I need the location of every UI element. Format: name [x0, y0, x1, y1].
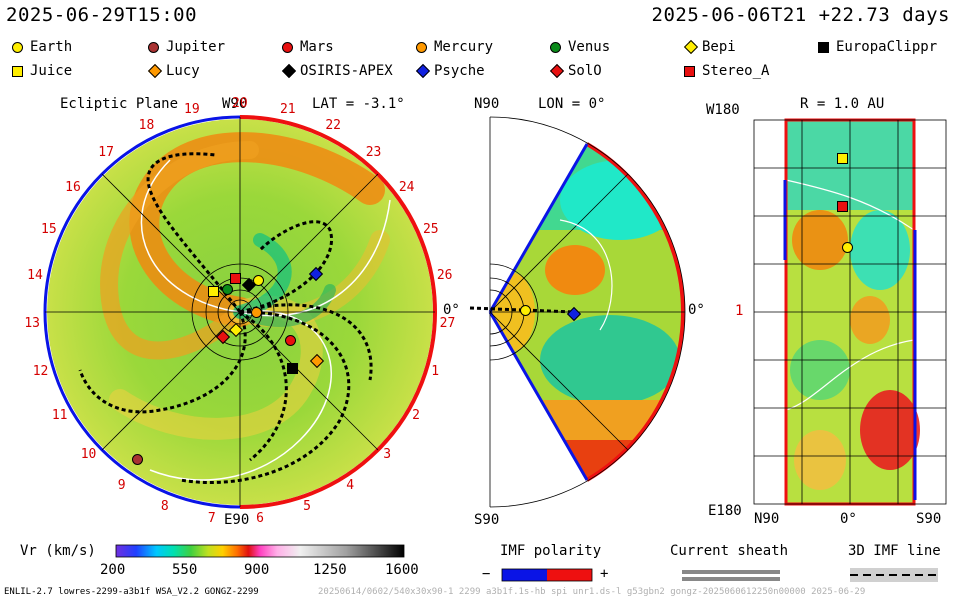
meridional-top-label: N90 [474, 96, 500, 112]
current-sheath-label: Current sheath [670, 543, 789, 559]
map-left-mid-label: 1 [735, 303, 744, 319]
legend-circle-icon [12, 42, 23, 53]
map-top-left-label: W180 [706, 102, 740, 118]
rotation-number: 23 [365, 144, 382, 160]
mercury-marker [251, 307, 262, 318]
rotation-number: 15 [41, 221, 57, 237]
legend-label: OSIRIS-APEX [300, 63, 393, 79]
legend-square-icon [12, 66, 23, 77]
model-time: 2025-06-29T15:00 [6, 4, 198, 26]
stereo-a-marker [230, 273, 241, 284]
rotation-number: 26 [436, 267, 453, 283]
map-stereo-a-marker [837, 201, 848, 212]
legend-label: EuropaClippr [836, 39, 938, 55]
legend-square-icon [818, 42, 829, 53]
rotation-number: 12 [32, 363, 49, 379]
imf-plus-sign: + [600, 566, 609, 582]
rotation-number: 11 [51, 408, 68, 423]
map-juice-marker [837, 153, 848, 164]
colorbar-label: Vr (km/s) [20, 543, 96, 559]
colorbar-tick-200: 200 [100, 562, 126, 578]
map-x-label-zero: 0° [840, 511, 857, 527]
rotation-number: 9 [117, 477, 126, 493]
ecliptic-top-label: W90 [222, 96, 248, 112]
rotation-number: 16 [65, 179, 81, 195]
rotation-number: 3 [383, 446, 392, 462]
imf-negative-swatch [502, 569, 547, 581]
footer-run-info: ENLIL-2.7 lowres-2299-a3b1f WSA_V2.2 GON… [4, 587, 259, 597]
rotation-number: 10 [80, 446, 97, 462]
rotation-number: 5 [303, 499, 311, 515]
imf-polarity-label: IMF polarity [500, 543, 602, 559]
meridional-earth-marker [520, 305, 531, 316]
legend-circle-icon [282, 42, 293, 53]
meridional-right-label: 0° [688, 302, 705, 318]
map-x-label-n90: N90 [754, 511, 780, 527]
velocity-colorbar [115, 544, 405, 558]
rotation-number: 4 [346, 477, 355, 493]
map-earth-marker [842, 242, 853, 253]
colorbar-tick-1600: 1600 [385, 562, 419, 578]
rotation-number: 24 [398, 179, 415, 195]
legend-label: Venus [568, 39, 611, 55]
legend-square-icon [684, 66, 695, 77]
colorbar-tick-1250: 1250 [313, 562, 347, 578]
earth-marker [253, 275, 264, 286]
rotation-number: 1 [431, 363, 440, 379]
legend-label: Earth [30, 39, 73, 55]
map-title: R = 1.0 AU [800, 96, 885, 112]
ecliptic-right-label: 0° [443, 302, 460, 318]
legend-label: Mars [300, 39, 334, 55]
rotation-number: 8 [160, 499, 169, 515]
footer-run-id: 20250614/0602/540x30x90-1 2299 a3b1f.1s-… [318, 587, 866, 597]
legend-label: Juice [30, 63, 73, 79]
rotation-number: 21 [279, 101, 296, 117]
ecliptic-bottom-label: E90 [224, 512, 250, 528]
legend-circle-icon [550, 42, 561, 53]
rotation-number: 17 [98, 144, 114, 160]
jupiter-marker [132, 454, 143, 465]
venus-marker [222, 284, 233, 295]
map-x-label-s90: S90 [916, 511, 942, 527]
mars-marker [285, 335, 296, 346]
legend-label: SolO [568, 63, 602, 79]
rotation-number: 18 [138, 118, 155, 134]
legend-label: Stereo_A [702, 63, 770, 79]
imf-positive-swatch [547, 569, 592, 581]
legend-label: Jupiter [166, 39, 226, 55]
rotation-number: 13 [24, 316, 40, 332]
imf-line-label: 3D IMF line [848, 543, 941, 559]
rotation-number: 7 [207, 510, 216, 526]
rotation-number: 14 [27, 267, 43, 283]
europa-clipper-marker [287, 363, 298, 374]
legend-circle-icon [148, 42, 159, 53]
ecliptic-lat-label: LAT = -3.1° [312, 96, 405, 112]
ecliptic-title: Ecliptic Plane [60, 96, 179, 112]
run-time: 2025-06-06T21 +22.73 days [651, 4, 950, 26]
legend-label: Psyche [434, 63, 485, 79]
colorbar-tick-900: 900 [244, 562, 270, 578]
rotation-number: 20 [232, 96, 248, 111]
imf-minus-sign: − [482, 566, 491, 582]
rotation-number: 22 [325, 118, 341, 134]
rotation-number: 27 [439, 316, 456, 332]
legend-label: Bepi [702, 39, 736, 55]
rotation-number: 25 [422, 221, 439, 237]
legend-label: Mercury [434, 39, 494, 55]
juice-marker [208, 286, 219, 297]
legend-label: Lucy [166, 63, 200, 79]
colorbar-tick-550: 550 [172, 562, 198, 578]
legend-circle-icon [416, 42, 427, 53]
rotation-number: 2 [412, 408, 420, 423]
meridional-bottom-label: S90 [474, 512, 500, 528]
rotation-number: 19 [184, 101, 200, 117]
rotation-number: 6 [256, 510, 264, 526]
map-bottom-left-label: E180 [708, 503, 742, 519]
meridional-lon-label: LON = 0° [538, 96, 606, 112]
